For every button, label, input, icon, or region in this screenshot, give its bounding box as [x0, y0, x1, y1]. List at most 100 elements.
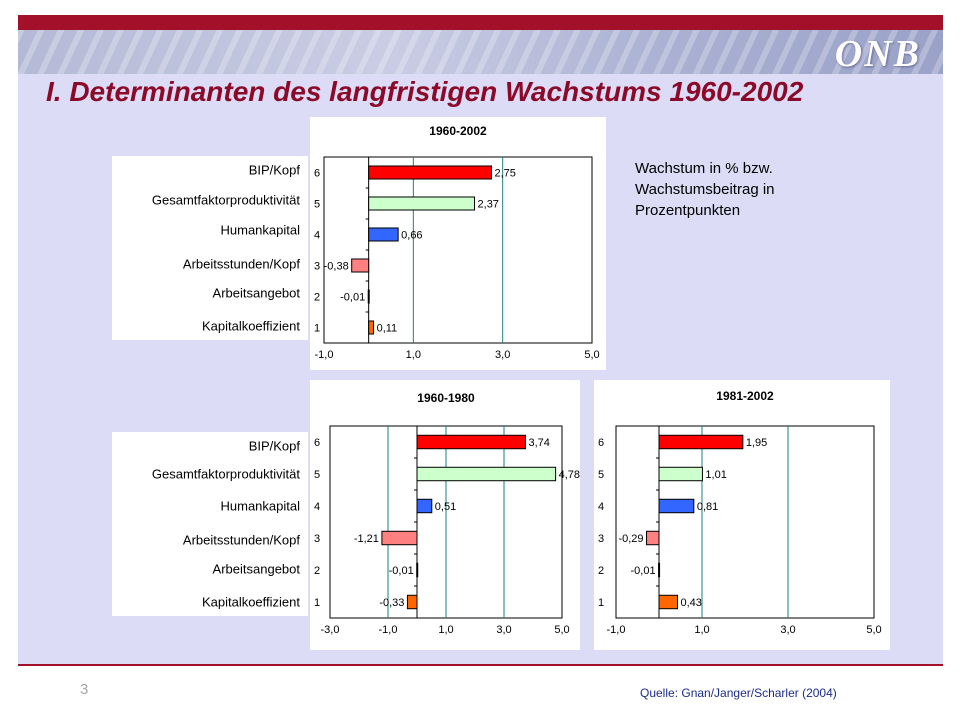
data-label: 3,74 [528, 437, 549, 449]
x-tick-label: 5,0 [584, 349, 599, 361]
chart-1960-1980: 1960-1980 -3,0 -1,0 1,0 3,0 5,0 6 3,74 5 4,78 4 0,5… [310, 380, 580, 650]
x-tick-label: 3,0 [780, 624, 795, 636]
bottom-line [18, 664, 943, 666]
bar [406, 594, 418, 610]
bar [368, 320, 375, 335]
category-label: 1 [314, 597, 320, 609]
data-label: 0,66 [401, 230, 422, 242]
data-label: 1,01 [705, 469, 726, 481]
row-label-arbeitsstunden: Arbeitsstunden/Kopf [182, 532, 300, 548]
slide-title: I. Determinanten des langfristigen Wachs… [46, 76, 804, 107]
category-label: 4 [314, 230, 320, 242]
bar [646, 530, 660, 546]
data-label: -0,29 [618, 533, 643, 545]
bar [416, 498, 433, 514]
bar [658, 434, 744, 450]
row-labels-bottom: BIP/Kopf Gesamtfaktorproduktivität Human… [112, 432, 308, 616]
bar [367, 289, 370, 304]
row-label-tfp: Gesamtfaktorproduktivität [151, 192, 300, 208]
category-label: 1 [314, 323, 320, 335]
chart-1960-2002: 1960-2002 -1,0 1,0 3,0 5,0 6 2,75 5 2,37 4 0,66 3 -0… [310, 117, 606, 370]
row-label-humankapital: Humankapital [220, 498, 301, 514]
data-label: 2,37 [478, 199, 499, 211]
bar [416, 466, 557, 482]
data-label: -0,38 [324, 261, 349, 273]
bar [658, 466, 703, 482]
chart-title: 1981-2002 [716, 389, 774, 403]
x-tick-label: 1,0 [406, 349, 421, 361]
x-tick-label: 1,0 [438, 624, 453, 636]
bar [416, 434, 526, 450]
row-label-arbeitsangebot: Arbeitsangebot [212, 561, 300, 577]
category-label: 5 [314, 469, 320, 481]
unit-note: Wachstum in % bzw. Wachstumsbeitrag in P… [635, 160, 775, 219]
chart-1981-2002: 1981-2002 -1,0 1,0 3,0 5,0 6 1,95 5 1,01 4 0,81 3 -0… [594, 380, 890, 650]
bar [368, 165, 493, 180]
row-label-tfp: Gesamtfaktorproduktivität [151, 466, 300, 482]
data-label: -0,01 [389, 565, 414, 577]
oenb-logo: ONB [834, 33, 921, 75]
category-label: 3 [314, 261, 320, 273]
row-label-bip: BIP/Kopf [248, 438, 300, 454]
category-label: 6 [598, 437, 604, 449]
category-label: 6 [314, 437, 320, 449]
header-banner: ONB [18, 30, 943, 75]
chart-svg-1960-1980: 1960-1980 -3,0 -1,0 1,0 3,0 5,0 6 3,74 5 4,78 4 0,5… [314, 391, 580, 636]
row-label-humankapital: Humankapital [220, 222, 301, 238]
category-label: 2 [314, 292, 320, 304]
row-label-bip: BIP/Kopf [248, 162, 300, 178]
category-label: 1 [598, 597, 604, 609]
x-tick-label: -1,0 [607, 624, 626, 636]
category-label: 5 [598, 469, 604, 481]
category-label: 3 [598, 533, 604, 545]
data-label: -0,01 [630, 565, 655, 577]
bar [658, 594, 678, 610]
bar [658, 562, 661, 578]
category-label: 4 [598, 501, 604, 513]
plot-frame [323, 156, 593, 344]
row-label-kapitalkoeffizient: Kapitalkoeffizient [201, 594, 300, 610]
category-label: 6 [314, 168, 320, 180]
data-label: 1,95 [746, 437, 767, 449]
chart-title: 1960-2002 [429, 124, 487, 138]
x-tick-label: -1,0 [315, 349, 334, 361]
chart-svg-1981-2002: 1981-2002 -1,0 1,0 3,0 5,0 6 1,95 5 1,01 4 0,81 3 -0… [598, 389, 882, 636]
row-labels-top: BIP/Kopf Gesamtfaktorproduktivität Human… [112, 156, 308, 340]
row-label-kapitalkoeffizient: Kapitalkoeffizient [201, 318, 300, 334]
bar [351, 258, 370, 273]
data-label: 0,81 [697, 501, 718, 513]
data-label: -1,21 [354, 533, 379, 545]
x-tick-label: 5,0 [554, 624, 569, 636]
row-label-arbeitsangebot: Arbeitsangebot [212, 285, 300, 301]
data-label: 0,43 [680, 597, 701, 609]
x-tick-label: 5,0 [866, 624, 881, 636]
x-tick-label: 3,0 [495, 349, 510, 361]
x-tick-label: -1,0 [379, 624, 398, 636]
bar [416, 562, 419, 578]
source-citation: Quelle: Gnan/Janger/Scharler (2004) [640, 686, 837, 700]
data-label: -0,33 [379, 597, 404, 609]
chart-svg-1960-2002: 1960-2002 -1,0 1,0 3,0 5,0 6 2,75 5 2,37 4 0,66 3 -0… [314, 124, 600, 361]
category-label: 3 [314, 533, 320, 545]
bar [368, 196, 476, 211]
chart-title: 1960-1980 [417, 391, 475, 405]
data-label: 0,51 [435, 501, 456, 513]
x-tick-label: 1,0 [694, 624, 709, 636]
row-label-arbeitsstunden: Arbeitsstunden/Kopf [182, 256, 300, 272]
plot-frame [615, 425, 875, 619]
category-label: 2 [598, 565, 604, 577]
data-label: -0,01 [340, 292, 365, 304]
data-label: 2,75 [495, 168, 516, 180]
bar [658, 498, 695, 514]
top-bar [18, 15, 943, 30]
category-label: 5 [314, 199, 320, 211]
x-tick-label: 3,0 [496, 624, 511, 636]
bar [381, 530, 418, 546]
category-label: 4 [314, 501, 320, 513]
bar [368, 227, 399, 242]
data-label: 0,11 [377, 323, 398, 335]
category-label: 2 [314, 565, 320, 577]
x-tick-label: -3,0 [321, 624, 340, 636]
page-number: 3 [80, 681, 89, 698]
data-label: 4,78 [559, 469, 580, 481]
